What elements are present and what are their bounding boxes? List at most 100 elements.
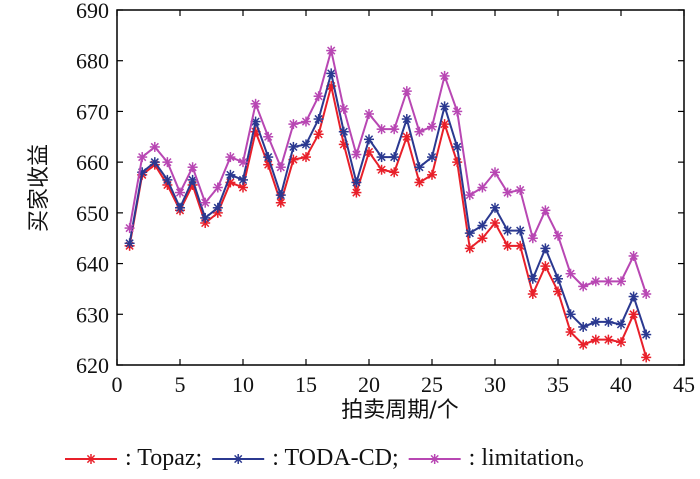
data-point (338, 103, 349, 114)
data-point (427, 152, 437, 163)
data-point (565, 309, 576, 320)
data-point (124, 238, 135, 249)
data-point (603, 334, 614, 345)
series-layer (124, 45, 652, 363)
y-tick-label: 670 (76, 99, 109, 124)
y-tick-label: 640 (76, 252, 109, 277)
data-point (162, 174, 173, 185)
x-tick-label: 15 (295, 372, 317, 397)
x-tick-label: 25 (421, 372, 443, 397)
legend-prefix: : (469, 445, 482, 471)
data-point (628, 250, 639, 261)
data-point (527, 289, 538, 299)
data-point (200, 212, 211, 223)
data-point (301, 139, 311, 150)
data-point (301, 152, 311, 163)
data-point (250, 98, 261, 109)
data-point (540, 261, 551, 272)
data-point (364, 134, 374, 145)
legend-item: : Topaz; (65, 445, 202, 471)
data-point (515, 185, 526, 196)
data-point (427, 121, 437, 132)
data-point (578, 281, 589, 292)
legend-item: : TODA-CD; (212, 445, 399, 471)
data-point (502, 225, 513, 236)
data-point (490, 218, 500, 228)
y-tick-label: 660 (76, 150, 109, 175)
x-tick-label: 5 (175, 372, 186, 397)
series-toda-cd (124, 68, 652, 340)
data-point (212, 182, 223, 193)
data-point (490, 202, 500, 213)
legend-suffix: ; (392, 445, 399, 471)
data-point (263, 131, 274, 142)
legend-suffix: 。 (575, 445, 599, 471)
data-point (515, 225, 526, 236)
data-point (477, 233, 488, 244)
data-point (175, 187, 185, 198)
y-tick-label: 650 (76, 201, 109, 226)
data-point (376, 124, 387, 135)
x-tick-label: 35 (547, 372, 569, 397)
data-point (502, 187, 513, 198)
data-point (313, 129, 324, 140)
data-point (376, 164, 387, 175)
plot-frame (116, 9, 685, 366)
data-point (616, 337, 626, 348)
data-point (225, 152, 236, 163)
legend-label: : TODA-CD; (272, 445, 398, 471)
legend-swatch-marker (86, 454, 96, 464)
data-point (565, 268, 576, 279)
x-tick-label: 0 (112, 372, 123, 397)
data-point (464, 243, 475, 254)
series-topaz (124, 81, 652, 363)
data-point (603, 316, 614, 327)
legend-item: : limitation。 (408, 445, 599, 471)
data-point (477, 182, 488, 193)
data-point (641, 352, 652, 363)
data-point (439, 101, 450, 112)
data-point (553, 273, 563, 284)
y-tick-label: 680 (76, 49, 109, 74)
legend-prefix: : (125, 445, 137, 471)
data-point (275, 162, 286, 173)
data-point (149, 157, 160, 168)
axis-ticks: 0 5 10 15 20 25 30 35 40 45 620 630 640 650 660 670 680 6… (76, 0, 695, 397)
data-point (351, 177, 362, 188)
data-point (590, 334, 601, 345)
data-point (187, 162, 198, 173)
data-point (427, 169, 437, 180)
data-point (389, 167, 400, 178)
data-point (540, 243, 551, 254)
data-point (502, 240, 513, 251)
data-point (578, 339, 589, 350)
data-point (326, 68, 337, 79)
data-point (578, 321, 589, 332)
x-tick-label: 30 (484, 372, 506, 397)
data-point (401, 131, 412, 142)
x-tick-label: 40 (610, 372, 632, 397)
data-point (288, 141, 299, 152)
legend: : Topaz; : TODA-CD; : limitation。 (65, 445, 599, 471)
x-tick-label: 45 (673, 372, 695, 397)
x-tick-label: 20 (358, 372, 380, 397)
data-point (313, 91, 324, 102)
legend-label: : limitation。 (469, 445, 599, 471)
data-point (225, 169, 236, 180)
y-axis-title: 买家收益 (27, 144, 52, 232)
data-point (490, 167, 500, 178)
data-point (628, 291, 639, 302)
data-point (401, 86, 412, 97)
data-point (389, 124, 400, 135)
data-point (288, 119, 299, 130)
data-point (137, 152, 148, 163)
data-point (439, 70, 450, 81)
data-point (452, 141, 463, 152)
data-point (477, 220, 488, 231)
y-tick-label: 620 (76, 353, 109, 378)
data-point (439, 119, 450, 130)
data-point (414, 126, 425, 137)
data-point (553, 230, 563, 241)
data-point (238, 174, 248, 185)
